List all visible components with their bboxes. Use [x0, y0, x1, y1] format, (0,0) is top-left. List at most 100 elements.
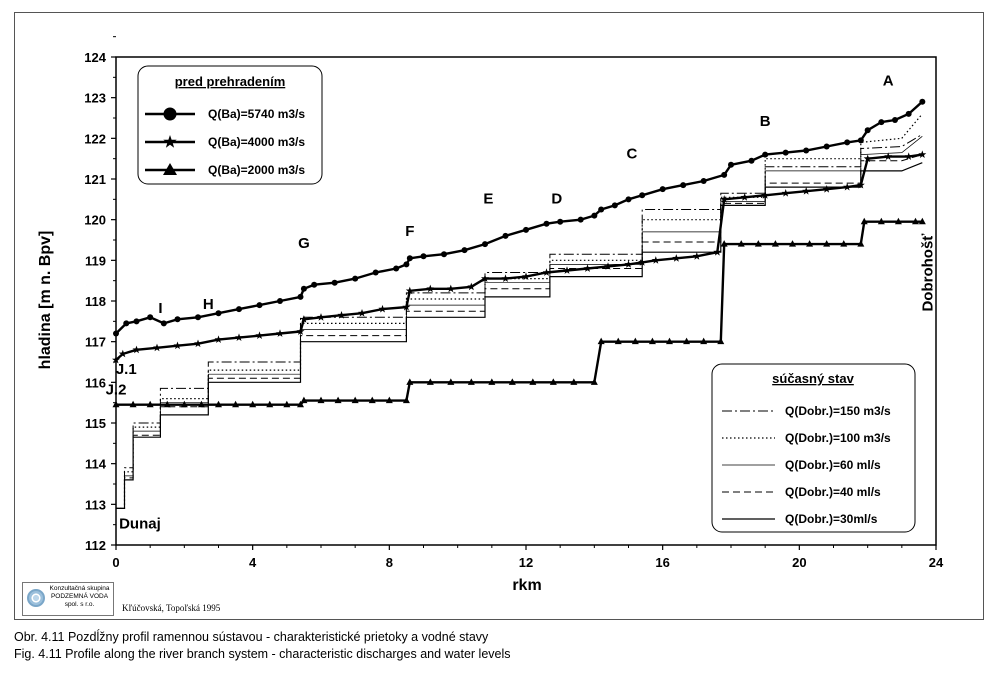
data-point-triangle: [180, 400, 188, 408]
y-tick-label: 123: [84, 91, 106, 106]
data-point-circle: [844, 139, 851, 146]
x-tick-label: 16: [655, 555, 669, 570]
data-point-circle: [864, 127, 871, 134]
data-point-star: [802, 187, 811, 195]
data-point-circle: [721, 171, 728, 178]
site-label: A: [883, 72, 894, 89]
site-label: J.2: [106, 382, 127, 399]
data-point-star: [604, 262, 612, 270]
data-point-triangle: [129, 400, 137, 408]
legend-label: Q(Dobr.)=60 ml/s: [785, 458, 881, 472]
company-logo: Konzultačná skupina PODZEMNÁ VODA spol. …: [22, 582, 114, 616]
y-tick-label: 118: [85, 294, 106, 309]
y-tick-label: 119: [85, 253, 106, 268]
data-point-star: [214, 335, 223, 343]
data-point-triangle: [266, 400, 274, 408]
data-point-circle: [905, 110, 912, 117]
data-point-circle: [297, 293, 304, 300]
data-point-star: [624, 260, 633, 268]
legend-title: pred prehradením: [175, 74, 286, 89]
data-point-triangle: [426, 378, 434, 385]
data-point-circle: [878, 119, 885, 126]
data-point-triangle: [112, 400, 120, 408]
data-point-triangle: [368, 396, 376, 404]
data-point-circle: [393, 265, 400, 272]
profile-chart: hladina [m n. Bpv] rkm 112 113 114 115 116 11…: [37, 36, 944, 594]
data-point-triangle: [717, 337, 725, 345]
data-point-triangle: [283, 400, 291, 408]
x-tick-label: 20: [792, 555, 806, 570]
data-point-star: [522, 272, 530, 280]
data-point-circle: [591, 212, 598, 219]
data-point-circle: [133, 318, 140, 325]
data-point-circle: [441, 251, 447, 258]
data-point-triangle: [894, 217, 902, 225]
site-label: I: [158, 300, 162, 317]
data-point-triangle: [197, 400, 205, 408]
data-point-triangle: [771, 240, 779, 247]
axis-layer: 1121131141151161171181191201211221231240…: [84, 36, 944, 570]
data-point-triangle: [334, 396, 342, 404]
data-point-circle: [543, 220, 550, 227]
data-point-circle: [728, 161, 734, 168]
data-point-triangle: [351, 396, 359, 404]
data-point-star: [337, 311, 346, 319]
data-point-circle: [502, 232, 509, 239]
site-label: F: [405, 223, 414, 240]
data-point-circle: [482, 241, 488, 248]
figure-frame: [14, 12, 984, 620]
data-point-circle: [803, 147, 810, 154]
data-point-triangle: [249, 400, 257, 408]
data-point-star: [426, 284, 435, 293]
data-point-triangle: [720, 240, 728, 247]
data-point-star: [904, 152, 913, 160]
data-point-triangle: [912, 217, 919, 225]
data-point-circle: [823, 143, 830, 150]
legend-title: súčasný stav: [772, 371, 854, 386]
data-point-triangle: [402, 396, 410, 404]
logo-line-3: spol. s r.o.: [64, 601, 95, 608]
data-point-star: [781, 189, 790, 197]
site-label: E: [483, 190, 493, 207]
legend-before-damming: pred prehradením Q(Ba)=5740 m3/s Q(Ba)=400…: [137, 65, 323, 185]
legend-triangle-marker: [163, 163, 177, 175]
site-label: C: [626, 146, 637, 163]
data-point-star: [378, 304, 387, 313]
data-point-circle: [160, 320, 167, 327]
data-point-star: [692, 252, 701, 260]
x-tick-label: 0: [112, 555, 119, 570]
legend-label: Q(Ba)=2000 m3/s: [208, 163, 305, 177]
globe-logo-icon: [27, 589, 45, 607]
data-point-circle: [557, 218, 564, 225]
data-point-circle: [403, 261, 410, 268]
data-point-circle: [195, 314, 201, 321]
data-point-circle: [639, 192, 646, 199]
data-point-circle: [174, 316, 181, 323]
data-point-star: [255, 331, 264, 339]
x-axis-label: rkm: [512, 577, 541, 594]
data-point-triangle: [529, 378, 537, 385]
data-point-circle: [625, 196, 632, 203]
logo-line-1: Konzultačná skupina: [49, 585, 110, 592]
data-point-triangle: [146, 400, 154, 408]
data-point-triangle: [549, 378, 557, 385]
data-point-star: [299, 315, 308, 323]
legend-box: [137, 65, 323, 185]
data-point-circle: [256, 302, 263, 309]
legend-label: Q(Ba)=4000 m3/s: [208, 135, 305, 149]
data-point-circle: [113, 330, 119, 337]
data-point-triangle: [215, 400, 222, 408]
x-tick-label: 12: [519, 555, 533, 570]
x-tick-label: 8: [386, 555, 393, 570]
data-point-circle: [892, 117, 898, 124]
data-point-star: [563, 266, 571, 274]
y-tick-label: 122: [84, 131, 106, 146]
y-tick-label: 116: [85, 375, 106, 390]
caption-english: Fig. 4.11 Profile along the river branch…: [14, 647, 511, 661]
data-point-circle: [331, 279, 338, 286]
y-tick-label: 121: [84, 172, 106, 187]
data-point-star: [132, 345, 141, 354]
data-point-triangle: [300, 396, 308, 404]
data-point-triangle: [232, 400, 240, 408]
legend-label: Q(Ba)=5740 m3/s: [208, 107, 305, 121]
